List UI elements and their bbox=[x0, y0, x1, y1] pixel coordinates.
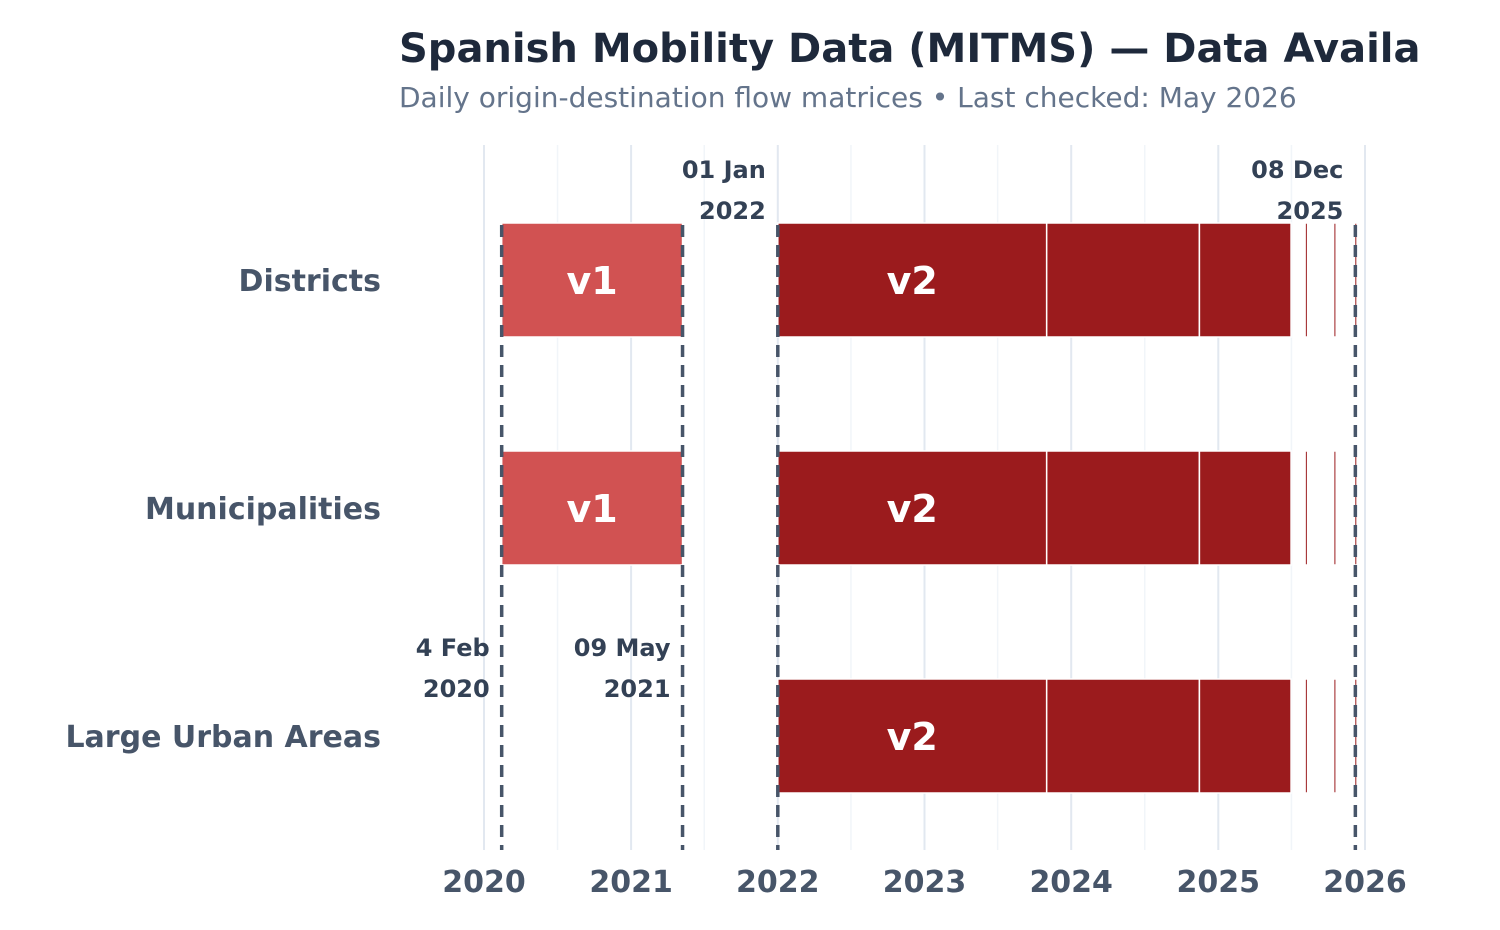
category-label: Large Urban Areas bbox=[65, 720, 381, 755]
bar-label: v2 bbox=[887, 715, 938, 759]
bar-label: v1 bbox=[567, 259, 618, 303]
bar-label: v1 bbox=[567, 487, 618, 531]
x-tick-label: 2020 bbox=[442, 865, 526, 900]
bar-segment bbox=[777, 678, 1048, 794]
bar-segment bbox=[1332, 450, 1337, 566]
bars bbox=[500, 222, 1358, 794]
bar-segment bbox=[1304, 222, 1309, 338]
bar-segment bbox=[1045, 222, 1201, 338]
x-tick-label: 2026 bbox=[1323, 865, 1407, 900]
bar-segment bbox=[1045, 678, 1201, 794]
bar-segment bbox=[500, 222, 684, 338]
reference-lines bbox=[499, 225, 1358, 850]
bar-segment bbox=[1304, 450, 1309, 566]
reference-label-year: 2022 bbox=[699, 197, 766, 225]
x-tick-label: 2022 bbox=[736, 865, 820, 900]
reference-label-date: 4 Feb bbox=[416, 634, 490, 662]
bar-segment bbox=[1353, 222, 1358, 338]
bar-segment bbox=[1304, 678, 1309, 794]
reference-label-year: 2025 bbox=[1277, 197, 1344, 225]
bar-segment bbox=[777, 450, 1048, 566]
bar-label: v2 bbox=[887, 487, 938, 531]
bar-segment bbox=[1332, 678, 1337, 794]
chart-title: Spanish Mobility Data (MITMS) — Data Ava… bbox=[399, 26, 1420, 72]
bar-segment bbox=[1198, 450, 1292, 566]
reference-label-year: 2021 bbox=[604, 675, 671, 703]
reference-label-year: 2020 bbox=[423, 675, 490, 703]
x-tick-label: 2023 bbox=[883, 865, 967, 900]
chart-subtitle: Daily origin-destination flow matrices •… bbox=[399, 81, 1297, 114]
bar-segment bbox=[1045, 450, 1201, 566]
x-tick-label: 2024 bbox=[1029, 865, 1113, 900]
bar-segment bbox=[1198, 222, 1292, 338]
reference-label-date: 01 Jan bbox=[682, 156, 766, 184]
reference-label-date: 09 May bbox=[574, 634, 671, 662]
x-tick-label: 2025 bbox=[1177, 865, 1261, 900]
labels: 2020 2021 2022 2023 2024 2025 2026 Districts Mun… bbox=[65, 156, 1406, 900]
category-label: Municipalities bbox=[145, 492, 381, 527]
bar-segment bbox=[1198, 678, 1292, 794]
bar-segment bbox=[777, 222, 1048, 338]
reference-label-date: 08 Dec bbox=[1251, 156, 1343, 184]
category-label: Districts bbox=[239, 264, 381, 299]
bar-label: v2 bbox=[887, 259, 938, 303]
bar-segment bbox=[1332, 222, 1337, 338]
x-tick-label: 2021 bbox=[589, 865, 673, 900]
